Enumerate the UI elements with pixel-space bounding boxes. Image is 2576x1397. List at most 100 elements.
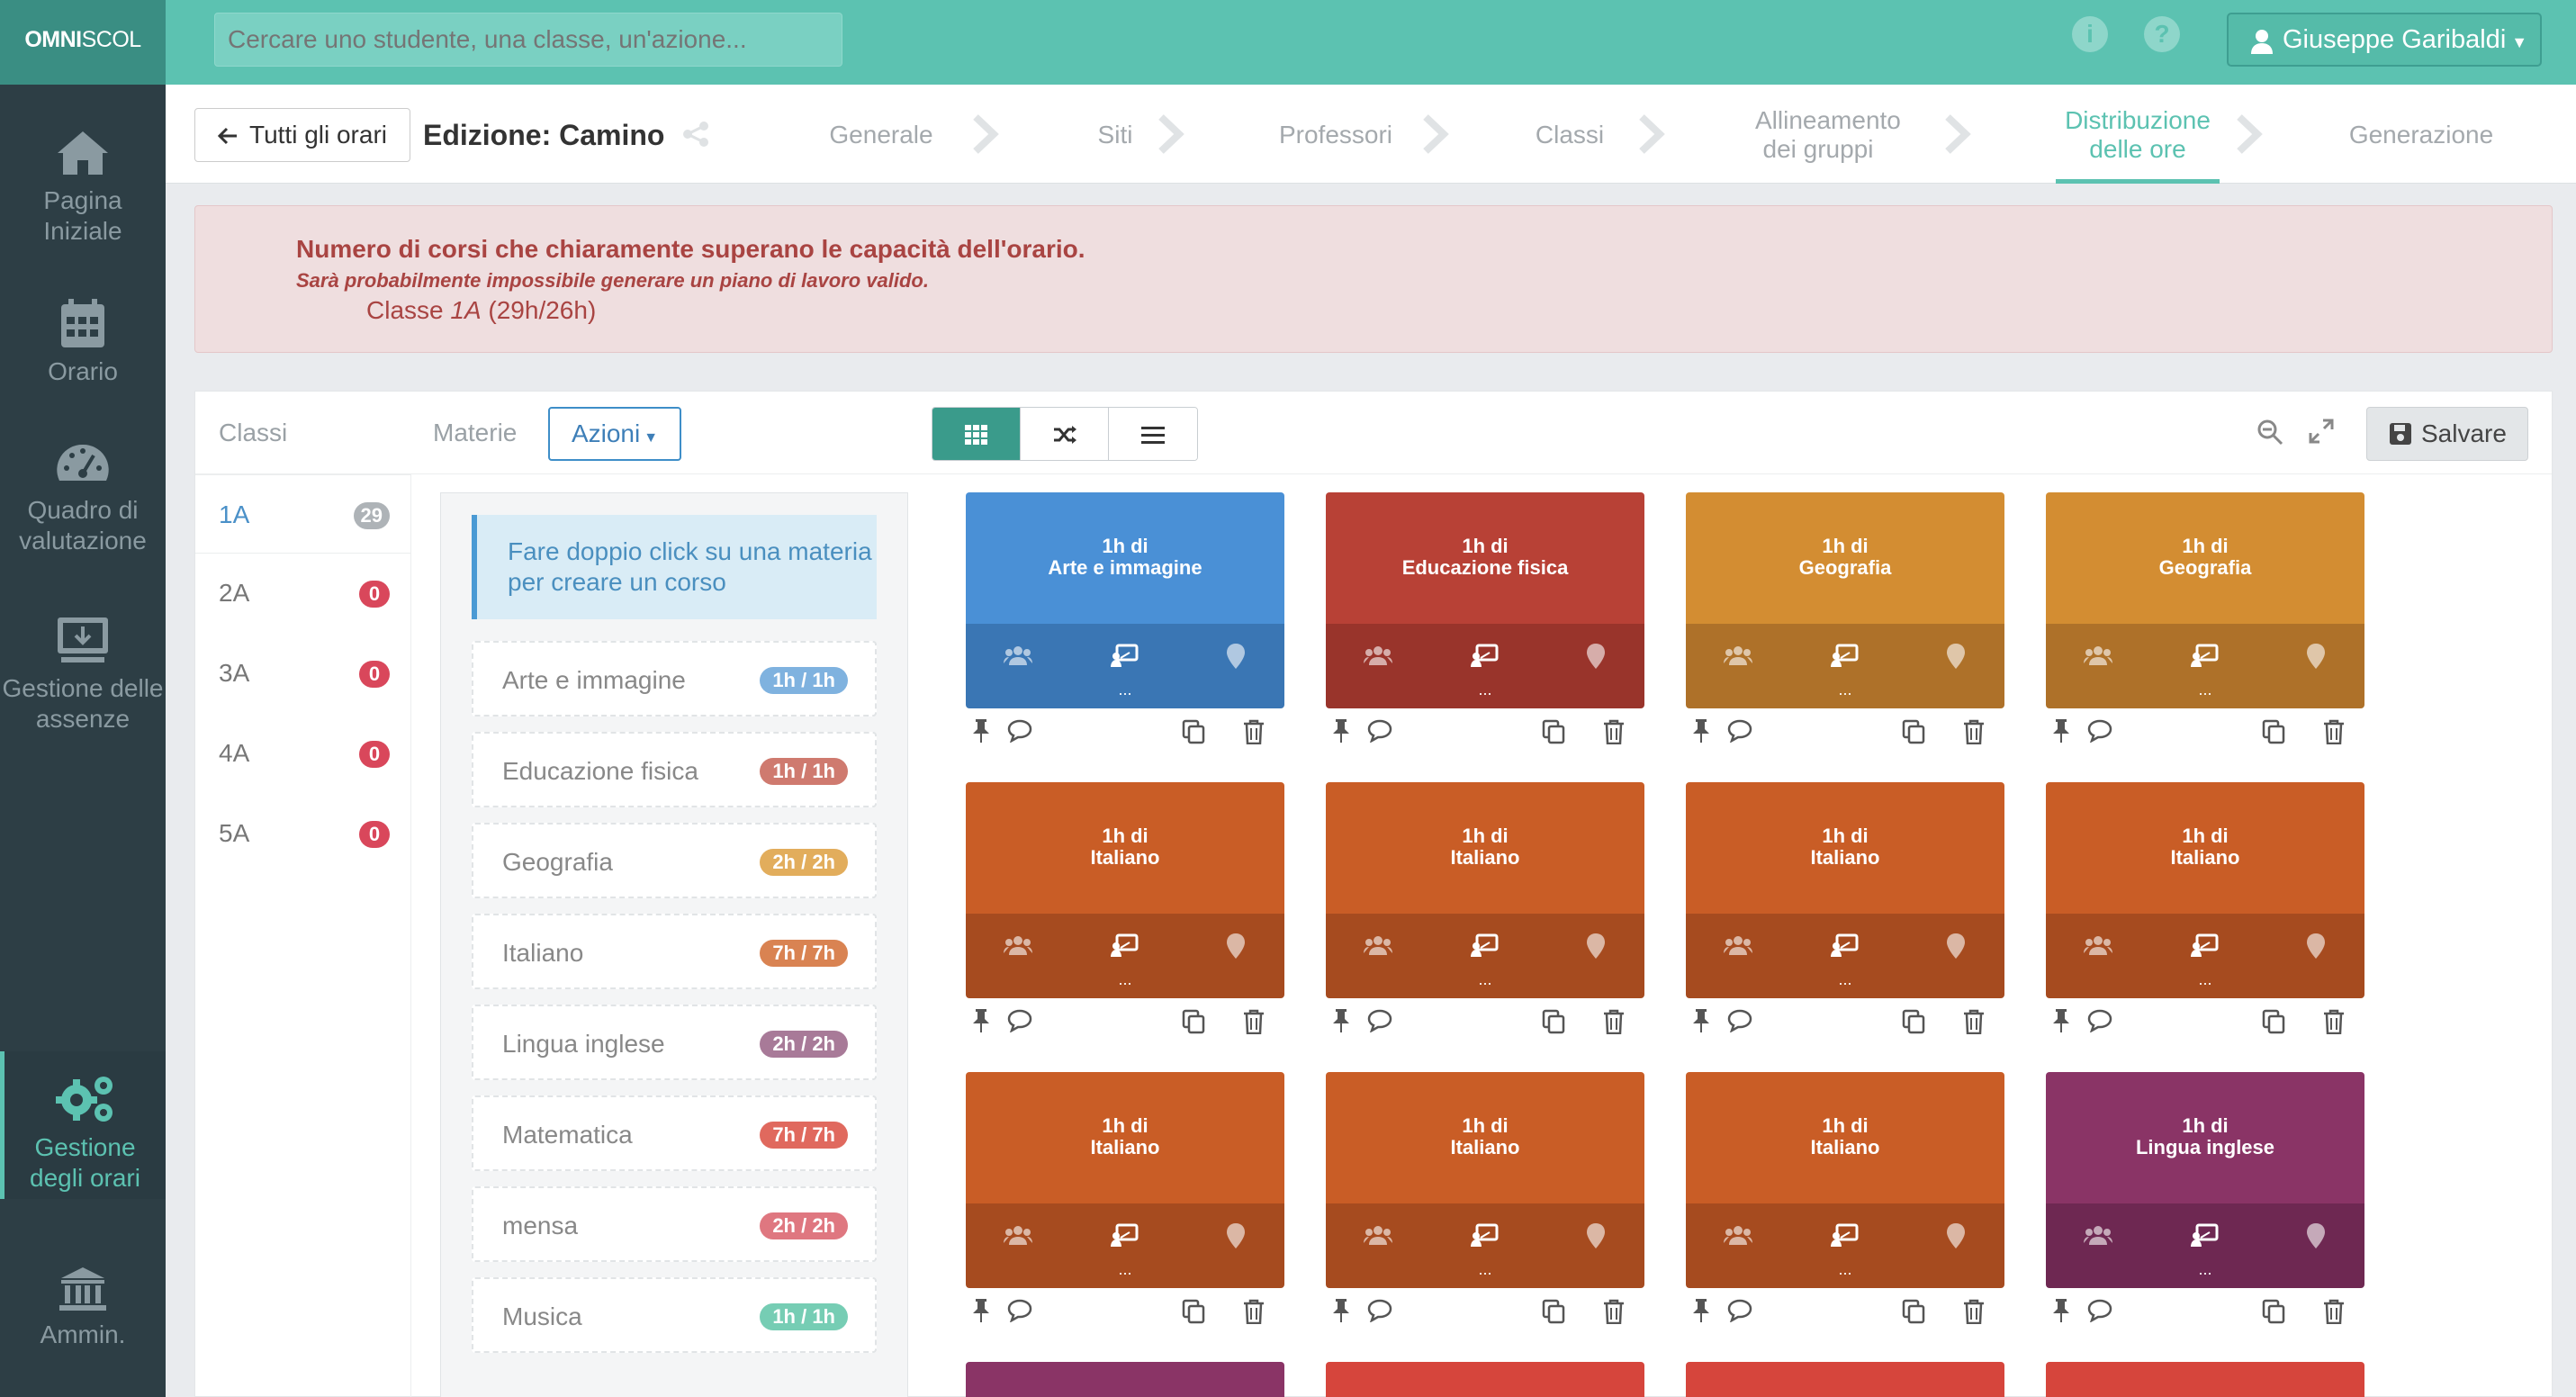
subject-item[interactable]: Geografia 2h / 2h: [472, 823, 877, 898]
pin-icon[interactable]: [1691, 1299, 1711, 1322]
copy-icon[interactable]: [2262, 1009, 2285, 1034]
more-dots[interactable]: ...: [1838, 1260, 1852, 1278]
step-distribuzione[interactable]: Distribuzione delle ore: [2056, 85, 2220, 184]
copy-icon[interactable]: [1182, 719, 1205, 744]
more-dots[interactable]: ...: [1478, 970, 1492, 988]
more-dots[interactable]: ...: [1478, 1260, 1492, 1278]
sidebar-item-home[interactable]: Pagina Iniziale: [0, 128, 166, 247]
pin-icon[interactable]: [971, 719, 991, 743]
course-card[interactable]: 1h di Italiano...: [966, 782, 1284, 1043]
subject-item[interactable]: Musica 1h / 1h: [472, 1277, 877, 1353]
info-icon[interactable]: i: [2072, 16, 2108, 52]
pin-icon[interactable]: [2051, 719, 2071, 743]
more-dots[interactable]: ...: [2198, 1260, 2212, 1278]
copy-icon[interactable]: [1542, 1299, 1565, 1324]
pin-icon[interactable]: [2051, 1299, 2071, 1322]
course-card[interactable]: 1h di Italiano...: [2046, 782, 2364, 1043]
trash-icon[interactable]: [1603, 1009, 1625, 1034]
class-item-4a[interactable]: 4A 0: [195, 714, 411, 793]
pin-icon[interactable]: [1331, 1009, 1351, 1032]
pin-icon[interactable]: [1331, 1299, 1351, 1322]
step-professori[interactable]: Professori: [1278, 121, 1393, 149]
shuffle-view-button[interactable]: [1021, 408, 1109, 460]
class-item-5a[interactable]: 5A 0: [195, 794, 411, 873]
class-item-3a[interactable]: 3A 0: [195, 634, 411, 713]
step-allineamento[interactable]: Allineamento dei gruppi: [1755, 106, 1901, 163]
subject-item[interactable]: mensa 2h / 2h: [472, 1186, 877, 1262]
list-view-button[interactable]: [1109, 408, 1197, 460]
trash-icon[interactable]: [1603, 1299, 1625, 1324]
course-card[interactable]: 1h di Italiano...: [1326, 1072, 1644, 1333]
course-card-body[interactable]: 1h di Italiano...: [2046, 782, 2364, 998]
more-dots[interactable]: ...: [2198, 970, 2212, 988]
course-card-partial[interactable]: [966, 1362, 1284, 1397]
sidebar-item-assenze[interactable]: Gestione delle assenze: [0, 614, 166, 735]
trash-icon[interactable]: [1243, 1009, 1265, 1034]
course-card-body[interactable]: 1h di Italiano...: [1326, 782, 1644, 998]
pin-icon[interactable]: [1691, 719, 1711, 743]
copy-icon[interactable]: [2262, 1299, 2285, 1324]
actions-dropdown[interactable]: Azioni ▼: [548, 407, 681, 461]
subject-item[interactable]: Matematica 7h / 7h: [472, 1095, 877, 1171]
comment-icon[interactable]: [1007, 1299, 1032, 1322]
copy-icon[interactable]: [1902, 1299, 1925, 1324]
trash-icon[interactable]: [2323, 719, 2345, 744]
comment-icon[interactable]: [1367, 1009, 1392, 1032]
more-dots[interactable]: ...: [1478, 680, 1492, 698]
trash-icon[interactable]: [1963, 719, 1985, 744]
subject-item[interactable]: Italiano 7h / 7h: [472, 914, 877, 989]
course-card-body[interactable]: 1h di Italiano...: [966, 1072, 1284, 1288]
more-dots[interactable]: ...: [2198, 680, 2212, 698]
course-card-body[interactable]: 1h di Italiano...: [1686, 1072, 2004, 1288]
help-icon[interactable]: ?: [2144, 16, 2180, 52]
comment-icon[interactable]: [1007, 1009, 1032, 1032]
course-card-body[interactable]: 1h di Geografia...: [1686, 492, 2004, 708]
trash-icon[interactable]: [2323, 1299, 2345, 1324]
more-dots[interactable]: ...: [1838, 680, 1852, 698]
more-dots[interactable]: ...: [1118, 970, 1132, 988]
sidebar-item-ammin[interactable]: Ammin.: [0, 1266, 166, 1350]
copy-icon[interactable]: [1542, 719, 1565, 744]
course-card[interactable]: 1h di Italiano...: [1326, 782, 1644, 1043]
class-item-1a[interactable]: 1A 29: [195, 474, 411, 554]
course-card[interactable]: 1h di Arte e immagine...: [966, 492, 1284, 753]
step-generale[interactable]: Generale: [829, 121, 933, 149]
step-siti[interactable]: Siti: [1097, 121, 1133, 149]
trash-icon[interactable]: [1243, 1299, 1265, 1324]
course-card-partial[interactable]: [1686, 1362, 2004, 1397]
comment-icon[interactable]: [1367, 719, 1392, 743]
pin-icon[interactable]: [1331, 719, 1351, 743]
course-card[interactable]: 1h di Italiano...: [1686, 782, 2004, 1043]
course-card-body[interactable]: 1h di Geografia...: [2046, 492, 2364, 708]
course-card-partial[interactable]: [1326, 1362, 1644, 1397]
trash-icon[interactable]: [1603, 719, 1625, 744]
expand-icon[interactable]: [2309, 419, 2334, 444]
copy-icon[interactable]: [1902, 1009, 1925, 1034]
course-card-partial[interactable]: [2046, 1362, 2364, 1397]
comment-icon[interactable]: [2087, 1009, 2112, 1032]
user-menu-button[interactable]: Giuseppe Garibaldi ▼: [2227, 13, 2542, 67]
trash-icon[interactable]: [1963, 1009, 1985, 1034]
course-card-body[interactable]: 1h di Italiano...: [1686, 782, 2004, 998]
zoom-out-icon[interactable]: [2256, 419, 2283, 446]
course-card[interactable]: 1h di Italiano...: [966, 1072, 1284, 1333]
pin-icon[interactable]: [1691, 1009, 1711, 1032]
subject-item[interactable]: Educazione fisica 1h / 1h: [472, 732, 877, 807]
trash-icon[interactable]: [2323, 1009, 2345, 1034]
course-card[interactable]: 1h di Italiano...: [1686, 1072, 2004, 1333]
sidebar-item-orario[interactable]: Orario: [0, 297, 166, 387]
course-card[interactable]: 1h di Educazione fisica...: [1326, 492, 1644, 753]
pin-icon[interactable]: [971, 1009, 991, 1032]
course-card-body[interactable]: 1h di Italiano...: [966, 782, 1284, 998]
copy-icon[interactable]: [1182, 1299, 1205, 1324]
grid-view-button[interactable]: [932, 408, 1021, 460]
course-card[interactable]: 1h di Geografia...: [2046, 492, 2364, 753]
copy-icon[interactable]: [1902, 719, 1925, 744]
copy-icon[interactable]: [2262, 719, 2285, 744]
more-dots[interactable]: ...: [1838, 970, 1852, 988]
course-card-body[interactable]: 1h di Educazione fisica...: [1326, 492, 1644, 708]
back-button[interactable]: Tutti gli orari: [194, 108, 410, 162]
comment-icon[interactable]: [2087, 719, 2112, 743]
comment-icon[interactable]: [1727, 1009, 1752, 1032]
copy-icon[interactable]: [1542, 1009, 1565, 1034]
